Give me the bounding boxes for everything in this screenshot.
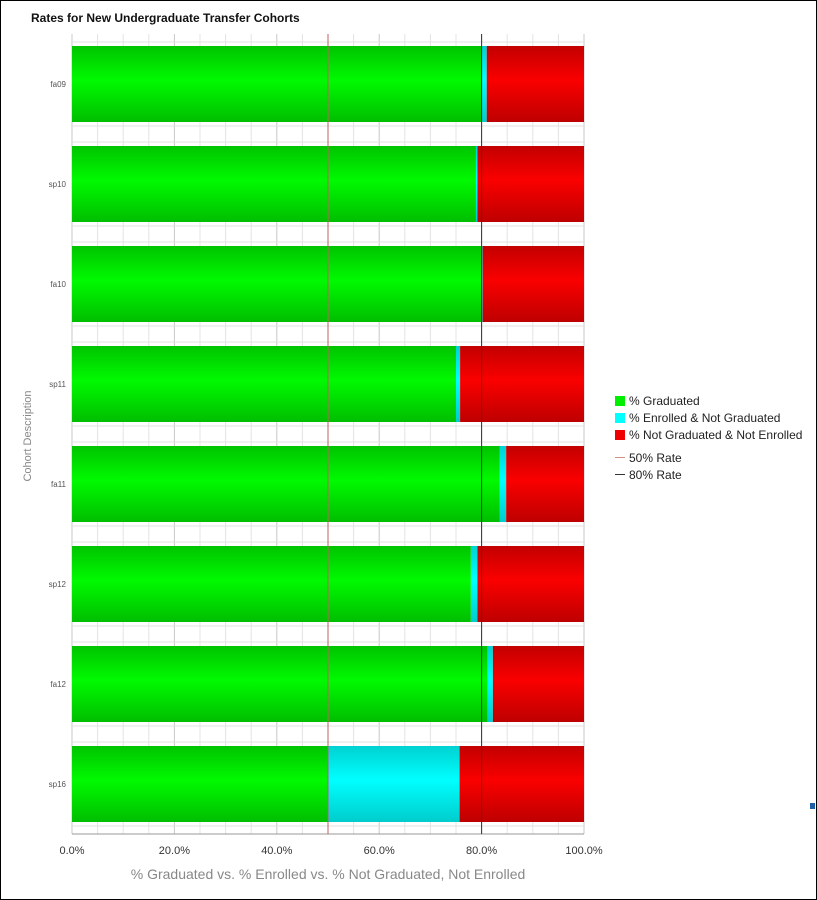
legend-line-80-rate (615, 474, 625, 475)
bar-fa10-0 (72, 246, 482, 322)
bar-sp10-1 (475, 146, 478, 222)
legend-line-50-rate (615, 457, 625, 458)
legend-item-not-graduated[interactable]: % Not Graduated & Not Enrolled (615, 426, 802, 443)
y-tick-label: sp11 (49, 380, 66, 389)
legend-label-80-rate: 80% Rate (629, 467, 682, 482)
legend-item-enrolled[interactable]: % Enrolled & Not Graduated (615, 409, 802, 426)
legend-label-graduated: % Graduated (629, 393, 700, 408)
bar-fa12-1 (487, 646, 493, 722)
bar-sp12-0 (72, 546, 471, 622)
bar-fa09-1 (481, 46, 487, 122)
legend-label-not-graduated: % Not Graduated & Not Enrolled (629, 427, 803, 442)
legend-label-enrolled: % Enrolled & Not Graduated (629, 410, 781, 425)
legend-label-50-rate: 50% Rate (629, 450, 682, 465)
bar-sp16-2 (459, 746, 584, 822)
bar-sp12-2 (477, 546, 584, 622)
bar-fa11-0 (72, 446, 500, 522)
bar-fa11-1 (499, 446, 507, 522)
legend-item-graduated[interactable]: % Graduated (615, 392, 802, 409)
bar-fa12-0 (72, 646, 488, 722)
y-tick-label: sp10 (49, 180, 67, 189)
bar-fa12-2 (492, 646, 584, 722)
bar-sp16-1 (328, 746, 460, 822)
bar-sp16-0 (72, 746, 328, 822)
bar-fa10-2 (482, 246, 584, 322)
y-tick-label: sp16 (49, 780, 67, 789)
scroll-marker (810, 803, 815, 809)
x-tick-label: 60.0% (364, 845, 395, 857)
bar-sp12-1 (470, 546, 478, 622)
x-tick-label: 0.0% (59, 845, 84, 857)
x-tick-label: 100.0% (565, 845, 603, 857)
bar-sp10-2 (477, 146, 584, 222)
y-tick-label: sp12 (49, 580, 67, 589)
legend-item-50-rate[interactable]: 50% Rate (615, 449, 802, 466)
bar-sp10-0 (72, 146, 476, 222)
legend-swatch-not-graduated (615, 429, 625, 440)
bar-sp11-0 (72, 346, 456, 422)
bar-sp11-2 (460, 346, 584, 422)
x-tick-label: 20.0% (159, 845, 190, 857)
bar-fa09-2 (486, 46, 584, 122)
legend: % Graduated % Enrolled & Not Graduated %… (615, 392, 802, 483)
x-tick-label: 80.0% (466, 845, 497, 857)
y-axis-title: Cohort Description (22, 390, 34, 482)
y-tick-label: fa12 (50, 680, 66, 689)
bar-sp11-1 (456, 346, 461, 422)
y-tick-label: fa11 (51, 480, 67, 489)
y-tick-label: fa10 (50, 280, 66, 289)
legend-swatch-enrolled (615, 412, 625, 423)
y-tick-label: fa09 (50, 80, 66, 89)
x-tick-label: 40.0% (261, 845, 292, 857)
legend-item-80-rate[interactable]: 80% Rate (615, 466, 802, 483)
bar-fa10-1 (481, 246, 483, 322)
x-axis-title: % Graduated vs. % Enrolled vs. % Not Gra… (130, 866, 526, 882)
chart-title: Rates for New Undergraduate Transfer Coh… (31, 11, 300, 25)
legend-swatch-graduated (615, 395, 625, 406)
bar-fa09-0 (72, 46, 482, 122)
bar-fa11-2 (506, 446, 584, 522)
